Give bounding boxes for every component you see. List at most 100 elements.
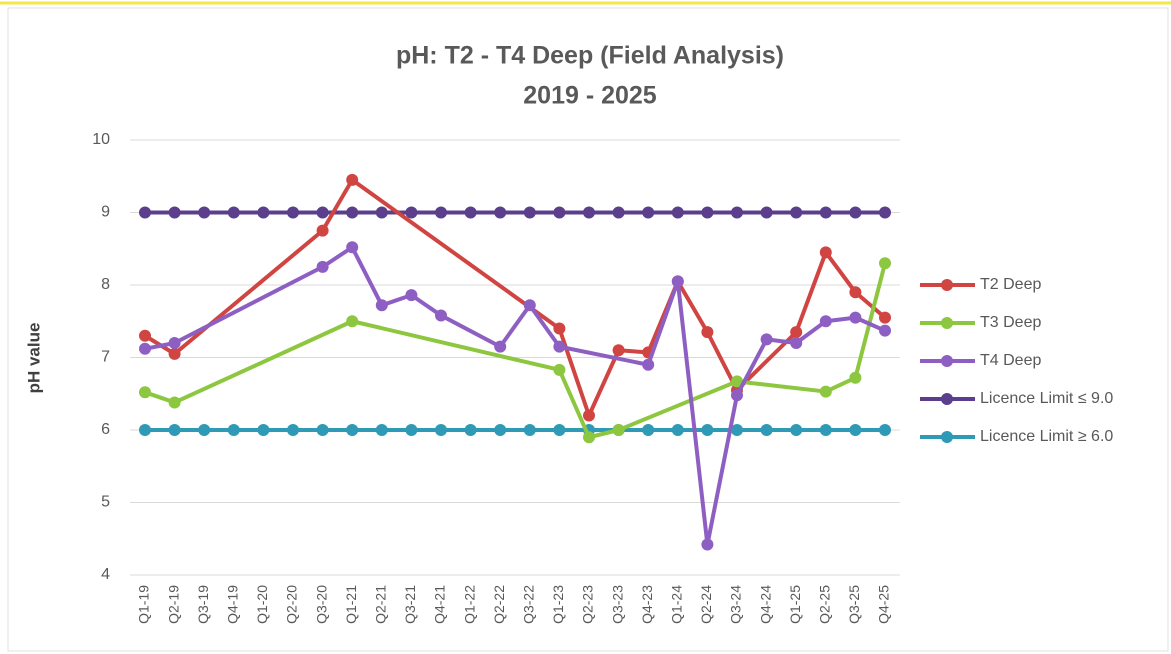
data-point <box>701 206 714 219</box>
data-point <box>612 424 625 436</box>
x-tick-label: Q2-25 <box>817 585 833 624</box>
data-point <box>819 385 832 398</box>
data-point <box>139 329 151 342</box>
data-point <box>819 206 832 219</box>
x-tick-label: Q1-24 <box>669 585 685 624</box>
data-point <box>760 424 773 436</box>
x-tick-label: Q3-19 <box>195 585 211 624</box>
data-point <box>435 309 447 322</box>
x-tick-label: Q4-19 <box>225 585 241 624</box>
legend-marker <box>941 317 953 329</box>
data-point <box>879 311 891 324</box>
data-point <box>375 424 388 436</box>
data-point <box>494 424 507 436</box>
data-point <box>287 424 299 436</box>
data-point <box>731 389 743 402</box>
data-point <box>849 206 862 219</box>
data-point <box>879 206 891 219</box>
chart-title: pH: T2 - T4 Deep (Field Analysis) <box>396 42 784 70</box>
data-point <box>435 206 447 219</box>
data-point <box>849 424 862 436</box>
data-point <box>760 206 773 219</box>
data-point <box>790 206 803 219</box>
data-point <box>405 206 418 219</box>
y-axis-label: pH value <box>24 323 43 394</box>
data-point <box>612 206 625 219</box>
data-point <box>346 424 359 436</box>
y-tick-label: 6 <box>101 421 110 438</box>
data-point <box>879 324 891 337</box>
legend-label: Licence Limit ≤ 9.0 <box>980 390 1113 407</box>
y-tick-label: 7 <box>101 349 110 366</box>
x-tick-label: Q4-23 <box>639 585 655 624</box>
data-point <box>819 246 832 259</box>
data-point <box>168 206 181 219</box>
legend-label: T3 Deep <box>980 314 1041 331</box>
data-point <box>316 260 329 273</box>
data-point <box>849 286 862 299</box>
data-point <box>257 424 270 436</box>
x-tick-label: Q2-19 <box>165 585 181 624</box>
x-tick-label: Q1-21 <box>343 585 359 624</box>
x-tick-label: Q4-21 <box>432 585 448 624</box>
data-point <box>464 206 477 219</box>
legend-marker <box>941 431 953 443</box>
data-point <box>494 206 507 219</box>
data-point <box>819 424 832 436</box>
x-tick-label: Q3-20 <box>313 585 329 624</box>
data-point <box>553 340 566 353</box>
data-point <box>790 424 803 436</box>
x-tick-label: Q1-25 <box>787 585 803 624</box>
data-point <box>701 424 714 436</box>
data-point <box>760 333 773 346</box>
legend-label: Licence Limit ≥ 6.0 <box>980 428 1113 445</box>
data-point <box>168 396 181 409</box>
data-point <box>464 424 477 436</box>
data-point <box>879 257 891 270</box>
data-point <box>198 424 211 436</box>
legend-marker <box>941 279 953 291</box>
y-tick-label: 5 <box>101 494 110 511</box>
x-tick-label: Q3-23 <box>609 585 625 624</box>
data-point <box>375 299 388 312</box>
data-point <box>139 206 151 219</box>
data-point <box>553 322 566 335</box>
data-point <box>819 315 832 328</box>
data-point <box>168 347 181 360</box>
data-point <box>701 326 714 339</box>
data-point <box>671 275 684 288</box>
y-tick-label: 9 <box>101 204 110 221</box>
data-point <box>553 424 566 436</box>
x-tick-label: Q4-25 <box>876 585 892 624</box>
data-point <box>790 326 803 339</box>
data-point <box>346 206 359 219</box>
data-point <box>523 424 536 436</box>
x-tick-label: Q2-23 <box>580 585 596 624</box>
data-point <box>139 386 151 399</box>
legend-label: T4 Deep <box>980 352 1041 369</box>
data-point <box>879 424 891 436</box>
data-point <box>139 424 151 436</box>
data-point <box>849 311 862 324</box>
y-tick-label: 8 <box>101 276 110 293</box>
data-point <box>168 337 181 349</box>
x-tick-label: Q2-22 <box>491 585 507 624</box>
x-tick-label: Q2-24 <box>698 585 714 624</box>
data-point <box>405 289 418 302</box>
data-point <box>671 424 684 436</box>
data-point <box>139 342 151 355</box>
data-point <box>198 206 211 219</box>
chart-subtitle: 2019 - 2025 <box>523 82 657 110</box>
legend-marker <box>941 393 953 405</box>
data-point <box>375 206 388 219</box>
y-tick-label: 10 <box>92 131 110 148</box>
data-point <box>612 344 625 357</box>
data-point <box>642 358 655 371</box>
data-point <box>227 424 240 436</box>
data-point <box>316 424 329 436</box>
x-tick-label: Q2-21 <box>373 585 389 624</box>
data-point <box>346 241 359 254</box>
x-tick-label: Q1-22 <box>461 585 477 624</box>
data-point <box>583 431 595 444</box>
data-point <box>523 299 536 312</box>
